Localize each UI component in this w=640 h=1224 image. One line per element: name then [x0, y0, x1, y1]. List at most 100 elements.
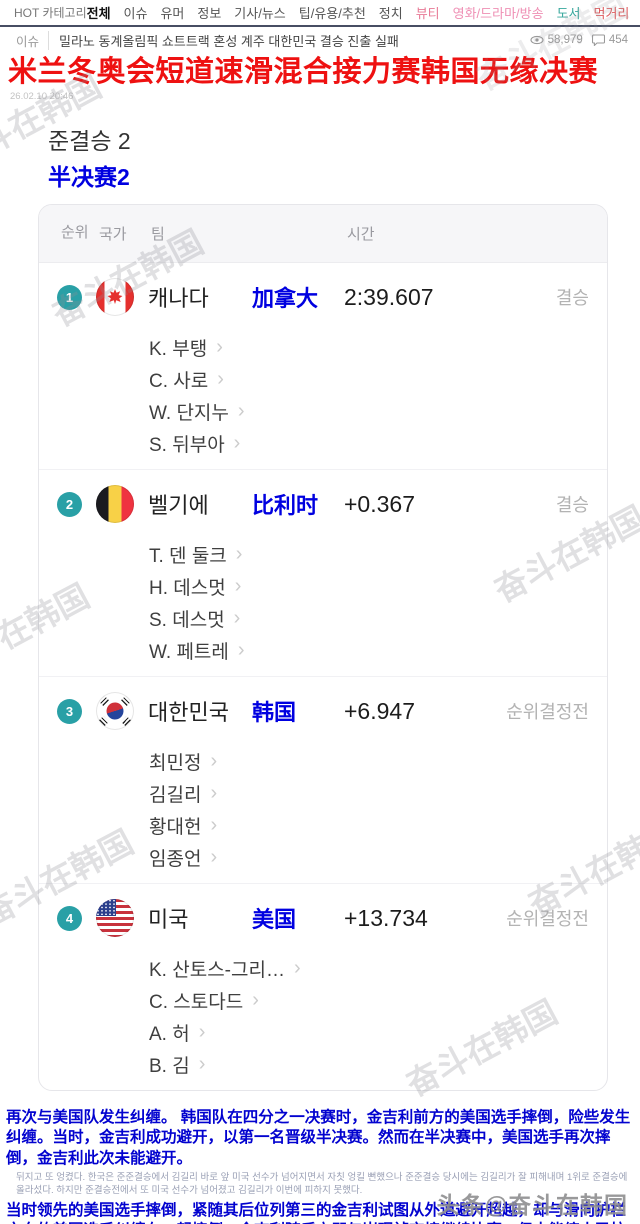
annotation-section: 再次与美国队发生纠缠。 韩国队在四分之一决赛时，金吉利前方的美国选手摔倒，险些发… [0, 1091, 640, 1224]
comments-count: 454 [608, 34, 628, 46]
nav-item-beauty[interactable]: 뷰티 [415, 6, 440, 21]
row-main[interactable]: 2 벨기에 比利时 +0.367 결승 [57, 470, 589, 538]
status-badge: 결승 [555, 495, 589, 516]
chevron-right-icon: › [237, 639, 245, 662]
usa-flag-icon [96, 899, 134, 938]
annotation-paragraph-1: 再次与美国队发生纠缠。 韩国队在四分之一决赛时，金吉利前方的美国选手摔倒，险些发… [6, 1109, 631, 1167]
member-list: T. 덴 둘크 › H. 데스멋 › S. 데스멋 › W. 페트레 › [149, 538, 589, 666]
member-item[interactable]: 임종언 › [149, 846, 218, 870]
member-item[interactable]: C. 사로 › [149, 368, 224, 392]
faded-korean-text: 뒤지고 또 엉켰다. 한국은 준준결승에서 김길리 바로 앞 미국 선수가 넘어… [16, 1171, 628, 1197]
team-name-cn: 比利时 [252, 493, 319, 519]
team-time: 2:39.607 [344, 283, 434, 310]
nav-item-humor[interactable]: 유머 [160, 6, 185, 21]
nav-item-news[interactable]: 기사/뉴스 [234, 6, 286, 21]
post-category-badge: 이슈 [16, 30, 50, 50]
nav-item-all[interactable]: 전체 [86, 6, 111, 21]
chevron-right-icon: › [252, 989, 259, 1012]
post-title[interactable]: 밀라노 동계올림픽 쇼트트랙 혼성 계주 대한민국 결승 진출 실패 [59, 33, 399, 49]
row-main[interactable]: 3 대한민국 韩国 +6.947 순위결정전 [57, 677, 589, 745]
chevron-right-icon: › [210, 814, 218, 837]
team-name-cn: 美国 [252, 907, 297, 933]
team-name-cn: 韩国 [252, 700, 297, 726]
table-header: 순위 국가 팀 시간 [39, 205, 607, 264]
chevron-right-icon: › [210, 846, 218, 869]
member-item[interactable]: S. 데스멋 › [149, 607, 241, 631]
chevron-right-icon: › [198, 1021, 206, 1044]
member-item[interactable]: C. 스토다드 › [149, 989, 259, 1013]
member-item[interactable]: T. 덴 둘크 › [149, 543, 243, 567]
chevron-right-icon: › [216, 336, 223, 359]
headline-block: 米兰冬奥会短道速滑混合接力赛韩国无缘决赛 26.02.10 20:46 [0, 53, 640, 106]
member-item[interactable]: W. 단지누 › [149, 400, 245, 424]
results-card: 순위 국가 팀 시간 1 캐나다 加拿大 2:39.607 결승 K. 부탱 › … [38, 204, 608, 1092]
table-row-canada: 1 캐나다 加拿大 2:39.607 결승 K. 부탱 › C. 사로 › W. 단… [39, 263, 607, 469]
team-name-kr: 미국 [148, 907, 189, 933]
nav-item-tips[interactable]: 팁/유용/추천 [298, 6, 366, 21]
nav-item-food[interactable]: 먹거리 [593, 6, 630, 21]
header-country: 국가 [99, 226, 127, 244]
member-item[interactable]: K. 산토스-그리… › [149, 957, 301, 981]
rank-badge: 1 [57, 284, 82, 310]
nav-item-issue[interactable]: 이슈 [123, 6, 148, 21]
team-name-kr: 캐나다 [148, 286, 209, 312]
status-badge: 순위결정전 [506, 909, 589, 930]
member-list: K. 부탱 › C. 사로 › W. 단지누 › S. 뒤부아 › [149, 331, 589, 459]
member-item[interactable]: A. 허 › [149, 1021, 206, 1045]
chevron-right-icon: › [210, 782, 218, 805]
member-item[interactable]: W. 페트레 › [149, 639, 245, 663]
canada-flag-icon [96, 278, 134, 317]
chevron-right-icon: › [233, 432, 241, 455]
belgium-flag-icon [96, 485, 134, 524]
table-row-usa: 4 미국 美国 +13.734 순위결정전 K. 산토스-그리… › C. 스토다… [39, 883, 607, 1090]
category-menu: 전체 이슈 유머 정보 기사/뉴스 팁/유용/추천 정치 뷰티 영화/드라마/방… [87, 3, 640, 22]
member-item[interactable]: 김길리 › [149, 782, 218, 806]
member-list: 최민정 › 김길리 › 황대헌 › 임종언 › [149, 745, 589, 873]
section-titles: 준결승 2 半决赛2 [0, 106, 640, 202]
member-item[interactable]: 최민정 › [149, 750, 218, 774]
nav-item-info[interactable]: 정보 [197, 6, 222, 21]
table-row-korea: 3 대한민국 韩国 +6.947 순위결정전 최민정 › 김길리 › 황대헌 › 임종… [39, 676, 607, 883]
chevron-right-icon: › [237, 400, 245, 423]
post-header: 이슈 밀라노 동계올림픽 쇼트트랙 혼성 계주 대한민국 결승 진출 실패 58… [0, 27, 640, 53]
member-item[interactable]: K. 부탱 › [149, 336, 223, 360]
rank-badge: 3 [57, 698, 82, 724]
member-item[interactable]: S. 뒤부아 › [149, 432, 241, 456]
rank-badge: 4 [57, 905, 82, 931]
nav-item-books[interactable]: 도서 [556, 6, 581, 21]
chevron-right-icon: › [217, 368, 224, 391]
team-name-kr: 벨기에 [148, 493, 209, 519]
views-count: 58,979 [547, 34, 583, 46]
rank-badge: 2 [57, 491, 82, 517]
team-time: +13.734 [344, 904, 428, 931]
headline-timestamp: 26.02.10 20:46 [10, 91, 74, 103]
header-team: 팀 [151, 226, 165, 244]
member-list: K. 산토스-그리… › C. 스토다드 › A. 허 › B. 김 › [149, 952, 589, 1080]
header-rank: 순위 [61, 224, 89, 242]
team-name-cn: 加拿大 [252, 286, 319, 312]
member-item[interactable]: 황대헌 › [149, 814, 218, 838]
hot-category-label: HOT 카테고리 [14, 6, 87, 20]
semifinal-title-cn: 半决赛2 [48, 164, 130, 191]
category-nav: HOT 카테고리 전체 이슈 유머 정보 기사/뉴스 팁/유용/추천 정치 뷰티… [0, 0, 640, 27]
south-korea-flag-icon [96, 692, 134, 731]
team-name-kr: 대한민국 [148, 700, 229, 726]
chevron-right-icon: › [235, 543, 243, 566]
nav-item-movie-drama[interactable]: 영화/드라마/방송 [452, 6, 544, 21]
views-icon [530, 34, 544, 46]
headline-text: 米兰冬奥会短道速滑混合接力赛韩国无缘决赛 [8, 56, 599, 88]
chevron-right-icon: › [210, 750, 218, 773]
header-time: 시간 [347, 226, 375, 244]
annotation-paragraph-2: 当时领先的美国选手摔倒，紧随其后位列第三的金吉利试图从外道避开超越，却与滑向护栏… [6, 1202, 627, 1224]
team-time: +6.947 [344, 697, 415, 724]
post-stats: 58,979 454 [530, 34, 628, 46]
team-time: +0.367 [344, 490, 415, 517]
status-badge: 결승 [555, 288, 589, 309]
member-item[interactable]: B. 김 › [149, 1053, 206, 1077]
nav-item-politics[interactable]: 정치 [378, 6, 403, 21]
chevron-right-icon: › [293, 957, 301, 980]
member-item[interactable]: H. 데스멋 › [149, 575, 242, 599]
row-main[interactable]: 1 캐나다 加拿大 2:39.607 결승 [57, 263, 589, 331]
row-main[interactable]: 4 미국 美国 +13.734 순위결정전 [57, 884, 589, 952]
